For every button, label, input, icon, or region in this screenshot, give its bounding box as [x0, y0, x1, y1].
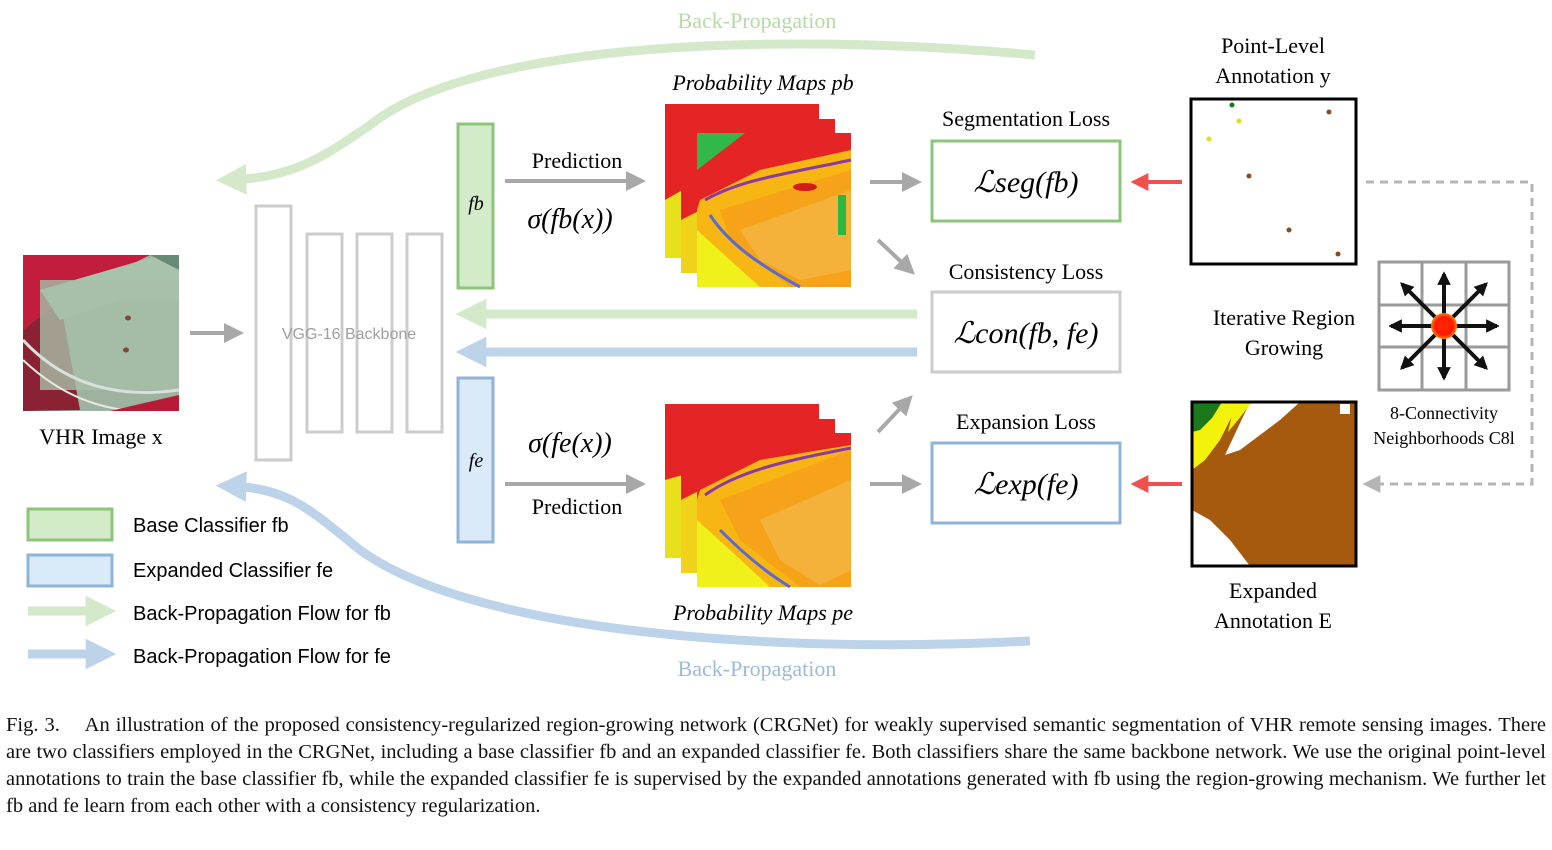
expanded-annotation-label-line2: Annotation E	[1214, 608, 1332, 633]
caption-text: An illustration of the proposed consiste…	[6, 714, 1546, 817]
back-propagation-label-top: Back-Propagation	[678, 8, 837, 33]
vgg16-backbone	[254, 204, 444, 462]
seg-loss-formula: ℒseg(fb)	[974, 166, 1079, 199]
back-propagation-label-bottom: Back-Propagation	[678, 656, 837, 681]
region-growing-label-line2: Growing	[1245, 335, 1323, 360]
legend-expanded-classifier-swatch	[26, 553, 114, 588]
legend-base-classifier-label: Base Classifier fb	[133, 515, 289, 537]
point-level-annotation	[1189, 97, 1358, 266]
probability-maps-top	[665, 104, 852, 289]
vhr-image-label: VHR Image x	[39, 424, 162, 449]
expanded-classifier-box	[456, 376, 495, 544]
backbone-label: VGG-16 Backbone	[282, 326, 416, 343]
point-annotation-label-line2: Annotation y	[1215, 63, 1331, 88]
exp-loss-formula: ℒexp(fe)	[974, 468, 1079, 501]
seed-point-icon	[1431, 313, 1457, 339]
expanded-annotation	[1190, 400, 1358, 568]
region-growing-connector	[1362, 180, 1534, 493]
expanded-annotation-label-line1: Expanded	[1229, 578, 1317, 603]
connectivity-label-line1: 8-Connectivity	[1390, 403, 1498, 423]
connectivity-label-line2: Neighborhoods C8l	[1373, 428, 1515, 448]
legend-backprop-fe-label: Back-Propagation Flow for fe	[133, 646, 391, 668]
legend: Base Classifier fb Expanded Classifier f…	[26, 507, 391, 670]
legend-backprop-fb-label: Back-Propagation Flow for fb	[133, 603, 391, 625]
expanded-classifier-label: fe	[469, 450, 484, 472]
con-loss-title: Consistency Loss	[949, 259, 1104, 284]
prediction-label-top: Prediction	[532, 148, 622, 173]
caption-label: Fig. 3.	[6, 714, 60, 736]
arrow-top-to-con-loss	[876, 238, 915, 275]
arrow-bottom-to-con-loss	[876, 395, 913, 434]
seg-loss-box	[930, 139, 1122, 223]
exp-loss-title: Expansion Loss	[956, 409, 1096, 434]
legend-base-classifier-swatch	[26, 507, 114, 542]
point-annotation-label-line1: Point-Level	[1221, 33, 1325, 58]
con-loss-box	[930, 290, 1122, 374]
prediction-label-bottom: Prediction	[532, 494, 622, 519]
region-growing-label-line1: Iterative Region	[1213, 305, 1355, 330]
seg-loss-title: Segmentation Loss	[942, 106, 1110, 131]
base-classifier-label: fb	[468, 193, 484, 215]
vhr-image	[23, 255, 179, 411]
back-propagation-flow-bottom	[215, 471, 1031, 650]
crgnet-diagram: Back-Propagation Back-Propagation VHR Im…	[23, 8, 1534, 681]
probability-maps-bottom-label: Probability Maps pe	[672, 600, 853, 625]
con-loss-formula: ℒcon(fb, fe)	[954, 317, 1099, 350]
legend-expanded-classifier-label: Expanded Classifier fe	[133, 560, 333, 582]
sigma-formula-top: σ(fb(x))	[527, 204, 612, 235]
back-propagation-flow-top	[215, 39, 1036, 195]
probability-maps-bottom	[665, 404, 852, 589]
eight-connectivity-grid	[1377, 260, 1511, 392]
probability-maps-top-label: Probability Maps pb	[671, 70, 853, 95]
sigma-formula-bottom: σ(fe(x))	[528, 428, 612, 459]
base-classifier-box	[456, 122, 495, 290]
exp-loss-box	[930, 441, 1122, 525]
figure-caption: Fig. 3. An illustration of the proposed …	[6, 712, 1546, 820]
